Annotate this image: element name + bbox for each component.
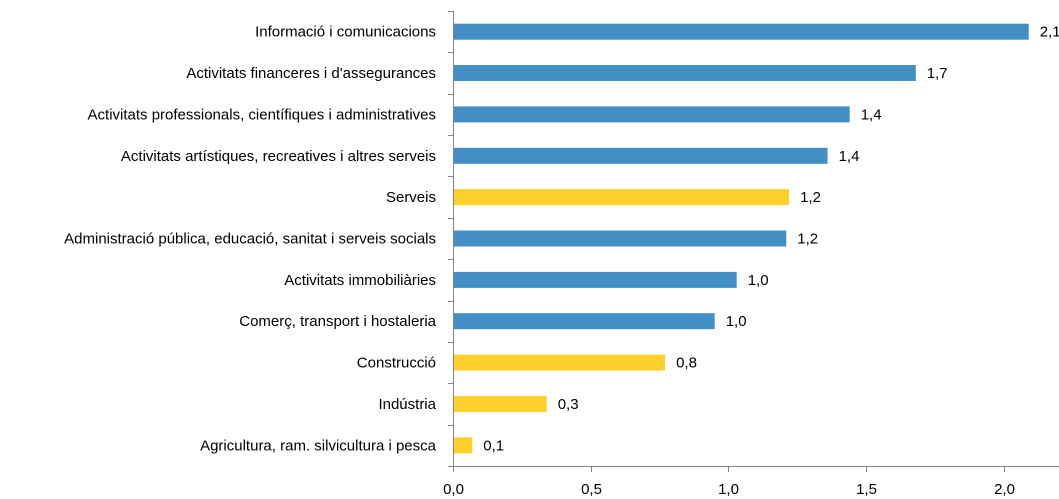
data-label: 0,3	[558, 396, 579, 413]
data-label: 0,8	[676, 355, 697, 372]
category-label: Agricultura, ram. silvicultura i pesca	[200, 437, 437, 454]
category-label: Activitats financeres i d'assegurances	[186, 65, 436, 82]
category-label: Administració pública, educació, sanitat…	[64, 231, 436, 248]
x-tick-label: 1,5	[856, 481, 877, 498]
category-label: Informació i comunicacions	[255, 24, 436, 41]
data-label: 1,0	[748, 272, 769, 289]
data-label: 1,4	[861, 106, 882, 123]
data-label: 1,4	[839, 148, 860, 165]
bar-0	[453, 23, 1029, 40]
category-label: Construcció	[357, 355, 436, 372]
x-tick-label: 2,0	[994, 481, 1015, 498]
bar-2	[453, 106, 850, 123]
data-label: 1,7	[927, 65, 948, 82]
x-tick-label: 0,0	[443, 481, 464, 498]
axes: 0,0 0,5 1,0 1,5 2,0	[443, 11, 1059, 498]
category-label: Activitats immobiliàries	[284, 272, 436, 289]
data-label: 1,0	[726, 313, 747, 330]
bar-10	[453, 437, 473, 454]
bar-1	[453, 65, 916, 81]
bar-7	[453, 313, 715, 330]
data-labels: 2,1 1,7 1,4 1,4 1,2 1,2 1,0 1,0 0,8 0,3 0,1	[483, 24, 1059, 455]
category-labels: Informació i comunicacions Activitats fin…	[64, 24, 436, 455]
data-label: 1,2	[797, 231, 818, 248]
bars	[453, 23, 1029, 454]
bar-4	[453, 189, 790, 206]
x-tick-label: 0,5	[581, 481, 602, 498]
bar-6	[453, 271, 737, 288]
data-label: 2,1	[1040, 24, 1059, 41]
category-label: Activitats professionals, científiques i…	[88, 106, 436, 123]
data-label: 0,1	[483, 437, 504, 454]
category-label: Activitats artístiques, recreatives i al…	[121, 148, 436, 165]
bar-9	[453, 396, 547, 412]
data-label: 1,2	[800, 189, 821, 206]
x-tick-label: 1,0	[718, 481, 739, 498]
bar-3	[453, 147, 828, 164]
bar-5	[453, 230, 787, 247]
category-label: Serveis	[386, 189, 436, 206]
category-label: Indústria	[378, 396, 436, 413]
bar-8	[453, 354, 666, 371]
category-label: Comerç, transport i hostaleria	[239, 313, 436, 330]
